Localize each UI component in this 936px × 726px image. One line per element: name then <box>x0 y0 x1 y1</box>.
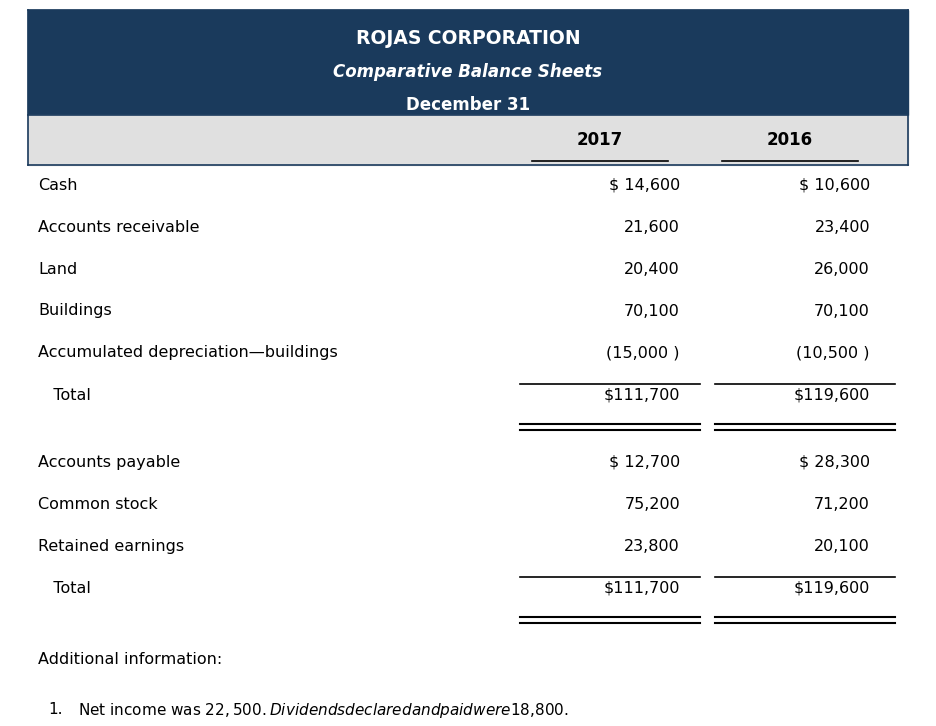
Text: 70,100: 70,100 <box>814 303 870 319</box>
Text: (10,500 ): (10,500 ) <box>797 346 870 361</box>
Text: $ 12,700: $ 12,700 <box>608 454 680 470</box>
Text: (15,000 ): (15,000 ) <box>607 346 680 361</box>
Text: 23,400: 23,400 <box>814 219 870 234</box>
Text: $111,700: $111,700 <box>604 388 680 402</box>
Text: $ 28,300: $ 28,300 <box>798 454 870 470</box>
Text: $ 10,600: $ 10,600 <box>798 177 870 192</box>
Text: 71,200: 71,200 <box>814 497 870 512</box>
Bar <box>28 10 908 115</box>
Text: Comparative Balance Sheets: Comparative Balance Sheets <box>333 63 603 81</box>
Text: Additional information:: Additional information: <box>38 652 222 667</box>
Text: 21,600: 21,600 <box>624 219 680 234</box>
Text: Cash: Cash <box>38 177 78 192</box>
Text: Accounts receivable: Accounts receivable <box>38 219 199 234</box>
Text: December 31: December 31 <box>406 96 530 114</box>
Bar <box>28 115 908 165</box>
Text: 20,100: 20,100 <box>814 539 870 554</box>
Text: $ 14,600: $ 14,600 <box>608 177 680 192</box>
Text: 75,200: 75,200 <box>624 497 680 512</box>
Text: 26,000: 26,000 <box>814 261 870 277</box>
Text: $111,700: $111,700 <box>604 581 680 596</box>
Text: Land: Land <box>38 261 78 277</box>
Text: 2016: 2016 <box>767 131 813 149</box>
Text: 20,400: 20,400 <box>624 261 680 277</box>
Text: Retained earnings: Retained earnings <box>38 539 184 554</box>
Text: Accumulated depreciation—buildings: Accumulated depreciation—buildings <box>38 346 338 361</box>
Text: Net income was $22,500. Dividends declared and paid were $18,800.: Net income was $22,500. Dividends declar… <box>78 701 569 719</box>
Text: $119,600: $119,600 <box>794 581 870 596</box>
Text: Accounts payable: Accounts payable <box>38 454 181 470</box>
Text: ROJAS CORPORATION: ROJAS CORPORATION <box>356 28 580 47</box>
Text: 70,100: 70,100 <box>624 303 680 319</box>
Text: 1.: 1. <box>48 703 63 717</box>
Text: Total: Total <box>38 388 91 402</box>
Text: $119,600: $119,600 <box>794 388 870 402</box>
Text: 23,800: 23,800 <box>624 539 680 554</box>
Text: Common stock: Common stock <box>38 497 157 512</box>
Text: Buildings: Buildings <box>38 303 111 319</box>
Text: 2017: 2017 <box>577 131 623 149</box>
Text: Total: Total <box>38 581 91 596</box>
